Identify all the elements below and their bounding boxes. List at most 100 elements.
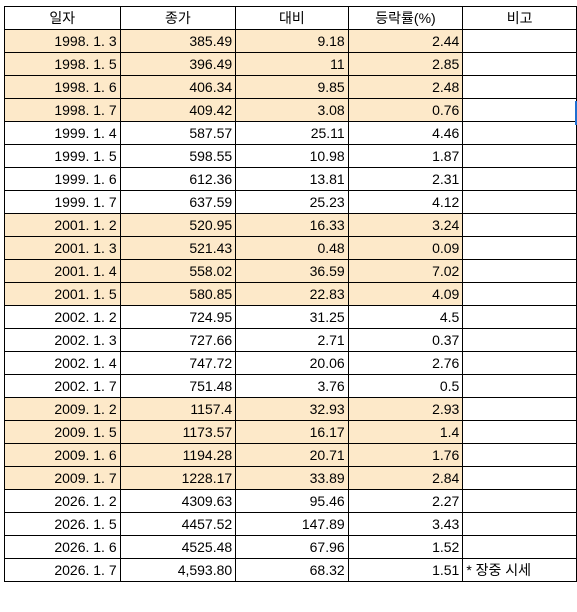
cell-close[interactable]: 1157.4	[119, 397, 237, 421]
cell-date[interactable]: 2009. 1. 2	[4, 397, 121, 421]
cell-note[interactable]	[462, 213, 577, 237]
cell-date[interactable]: 2009. 1. 6	[4, 443, 121, 467]
cell-date[interactable]: 1998. 1. 3	[4, 29, 121, 53]
cell-date[interactable]: 2001. 1. 5	[4, 282, 121, 306]
cell-close[interactable]: 727.66	[119, 328, 237, 352]
cell-note[interactable]	[462, 144, 577, 168]
cell-note[interactable]	[462, 259, 577, 283]
cell-change[interactable]: 33.89	[235, 466, 349, 490]
cell-change[interactable]: 95.46	[235, 489, 349, 513]
cell-change[interactable]: 31.25	[235, 305, 349, 329]
cell-rate[interactable]: 1.52	[347, 535, 464, 559]
cell-rate[interactable]: 3.43	[347, 512, 464, 536]
cell-note[interactable]	[462, 420, 577, 444]
cell-note[interactable]	[462, 466, 577, 490]
cell-note[interactable]	[462, 489, 577, 513]
cell-change[interactable]: 9.85	[235, 75, 349, 99]
cell-rate[interactable]: 2.85	[347, 52, 464, 76]
cell-close[interactable]: 385.49	[119, 29, 237, 53]
cell-note[interactable]	[462, 236, 577, 260]
cell-change[interactable]: 67.96	[235, 535, 349, 559]
cell-date[interactable]: 1999. 1. 5	[4, 144, 121, 168]
cell-date[interactable]: 1998. 1. 5	[4, 52, 121, 76]
cell-date[interactable]: 2026. 1. 2	[4, 489, 121, 513]
cell-change[interactable]: 16.33	[235, 213, 349, 237]
cell-rate[interactable]: 7.02	[347, 259, 464, 283]
cell-close[interactable]: 751.48	[119, 374, 237, 398]
cell-note[interactable]	[462, 374, 577, 398]
cell-date[interactable]: 2002. 1. 3	[4, 328, 121, 352]
cell-close[interactable]: 558.02	[119, 259, 237, 283]
cell-rate[interactable]: 4.5	[347, 305, 464, 329]
cell-note[interactable]	[462, 351, 577, 375]
cell-close[interactable]: 1228.17	[119, 466, 237, 490]
cell-rate[interactable]: 1.51	[347, 558, 464, 582]
header-date[interactable]: 일자	[4, 6, 121, 30]
cell-close[interactable]: 598.55	[119, 144, 237, 168]
header-change[interactable]: 대비	[235, 6, 349, 30]
cell-change[interactable]: 68.32	[235, 558, 349, 582]
cell-date[interactable]: 2026. 1. 5	[4, 512, 121, 536]
cell-close[interactable]: 4309.63	[119, 489, 237, 513]
cell-note[interactable]	[462, 305, 577, 329]
header-rate[interactable]: 등락률(%)	[347, 6, 464, 30]
cell-date[interactable]: 2002. 1. 2	[4, 305, 121, 329]
cell-change[interactable]: 3.08	[235, 98, 349, 122]
cell-note[interactable]	[462, 98, 577, 122]
cell-rate[interactable]: 1.87	[347, 144, 464, 168]
cell-close[interactable]: 4457.52	[119, 512, 237, 536]
cell-note[interactable]	[462, 535, 577, 559]
cell-change[interactable]: 16.17	[235, 420, 349, 444]
cell-note[interactable]	[462, 282, 577, 306]
cell-date[interactable]: 2026. 1. 6	[4, 535, 121, 559]
cell-rate[interactable]: 1.76	[347, 443, 464, 467]
cell-note[interactable]	[462, 397, 577, 421]
cell-note[interactable]	[462, 75, 577, 99]
cell-note[interactable]	[462, 167, 577, 191]
cell-date[interactable]: 2001. 1. 4	[4, 259, 121, 283]
cell-close[interactable]: 4,593.80	[119, 558, 237, 582]
cell-rate[interactable]: 2.84	[347, 466, 464, 490]
cell-rate[interactable]: 2.93	[347, 397, 464, 421]
cell-date[interactable]: 2009. 1. 5	[4, 420, 121, 444]
cell-date[interactable]: 1999. 1. 6	[4, 167, 121, 191]
cell-change[interactable]: 9.18	[235, 29, 349, 53]
cell-change[interactable]: 20.71	[235, 443, 349, 467]
cell-change[interactable]: 0.48	[235, 236, 349, 260]
cell-date[interactable]: 2009. 1. 7	[4, 466, 121, 490]
cell-note[interactable]: * 장중 시세	[462, 558, 577, 582]
cell-rate[interactable]: 4.09	[347, 282, 464, 306]
cell-close[interactable]: 4525.48	[119, 535, 237, 559]
cell-rate[interactable]: 3.24	[347, 213, 464, 237]
cell-close[interactable]: 520.95	[119, 213, 237, 237]
cell-close[interactable]: 637.59	[119, 190, 237, 214]
cell-rate[interactable]: 2.48	[347, 75, 464, 99]
cell-close[interactable]: 396.49	[119, 52, 237, 76]
cell-date[interactable]: 2001. 1. 3	[4, 236, 121, 260]
cell-change[interactable]: 32.93	[235, 397, 349, 421]
cell-rate[interactable]: 2.76	[347, 351, 464, 375]
cell-rate[interactable]: 1.4	[347, 420, 464, 444]
cell-close[interactable]: 521.43	[119, 236, 237, 260]
cell-rate[interactable]: 4.46	[347, 121, 464, 145]
cell-note[interactable]	[462, 52, 577, 76]
cell-change[interactable]: 36.59	[235, 259, 349, 283]
cell-rate[interactable]: 2.31	[347, 167, 464, 191]
cell-date[interactable]: 2001. 1. 2	[4, 213, 121, 237]
cell-date[interactable]: 1998. 1. 7	[4, 98, 121, 122]
cell-close[interactable]: 587.57	[119, 121, 237, 145]
cell-note[interactable]	[462, 328, 577, 352]
cell-change[interactable]: 147.89	[235, 512, 349, 536]
cell-rate[interactable]: 0.5	[347, 374, 464, 398]
cell-close[interactable]: 1194.28	[119, 443, 237, 467]
cell-close[interactable]: 724.95	[119, 305, 237, 329]
header-note[interactable]: 비고	[462, 6, 577, 30]
cell-note[interactable]	[462, 29, 577, 53]
cell-rate[interactable]: 4.12	[347, 190, 464, 214]
cell-rate[interactable]: 2.27	[347, 489, 464, 513]
cell-note[interactable]	[462, 512, 577, 536]
cell-close[interactable]: 406.34	[119, 75, 237, 99]
cell-change[interactable]: 2.71	[235, 328, 349, 352]
cell-date[interactable]: 1999. 1. 7	[4, 190, 121, 214]
cell-change[interactable]: 22.83	[235, 282, 349, 306]
